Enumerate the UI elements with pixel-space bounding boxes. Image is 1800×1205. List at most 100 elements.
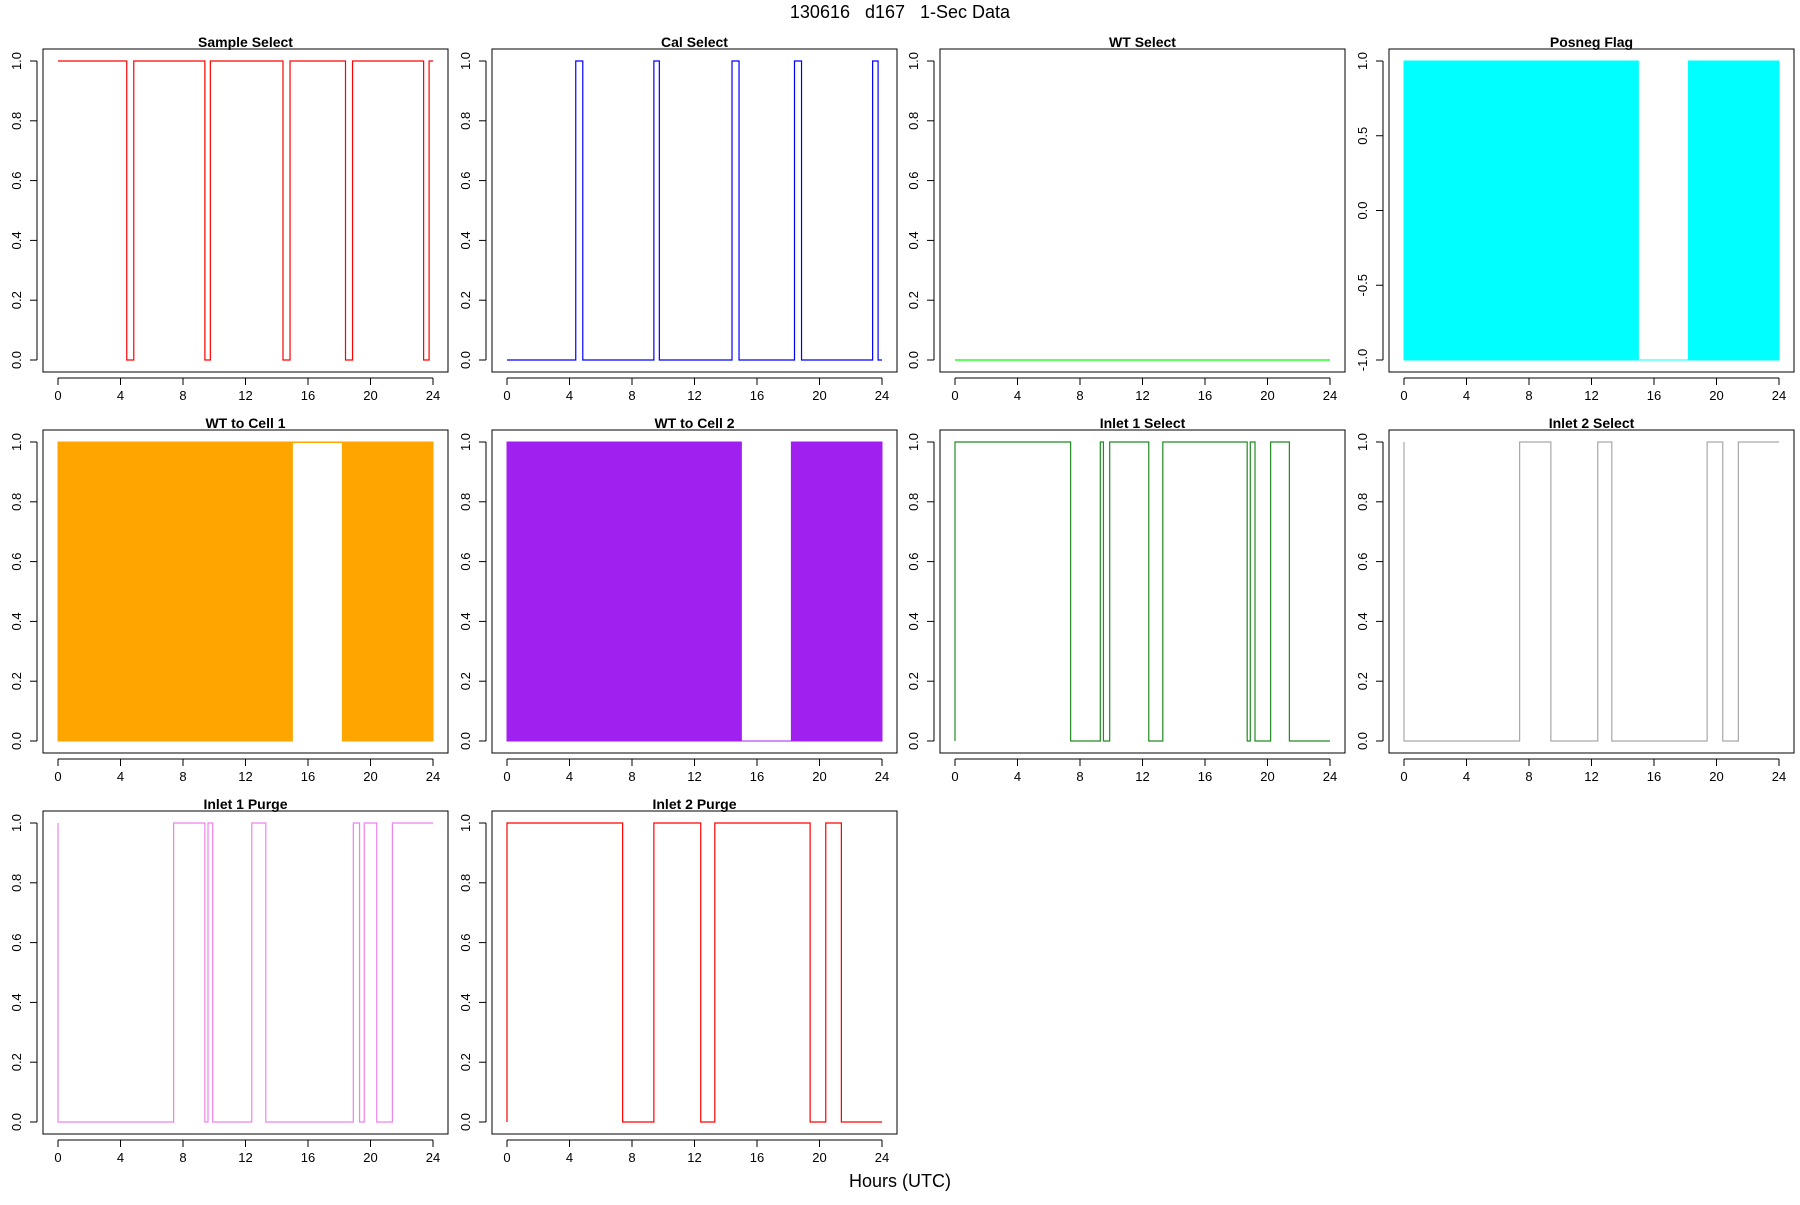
panel-5-gap-1 (292, 443, 342, 742)
panel-3-x-tick-label: 4 (1014, 388, 1021, 403)
panel-9-y-tick-label: 1.0 (9, 814, 24, 832)
panel-10-x-tick-label: 20 (812, 1150, 826, 1165)
panel-10-x-tick-label: 8 (628, 1150, 635, 1165)
panel-8-x-tick-label: 4 (1463, 769, 1470, 784)
panel-8-frame (1388, 429, 1795, 754)
panel-2-x-tick-label: 24 (875, 388, 889, 403)
panel-9-x-tick-label: 4 (117, 1150, 124, 1165)
panel-10-x-tick-label: 24 (875, 1150, 889, 1165)
panel-8-y-tick-label: 1.0 (1355, 433, 1370, 451)
panel-5-y-tick-label: 0.6 (9, 553, 24, 571)
panel-3-x-tick-label: 16 (1198, 388, 1212, 403)
panel-6-y-tick-label: 0.2 (458, 672, 473, 690)
panel-3-y-tick-label: 1.0 (906, 52, 921, 70)
panel-4-y-tick-label: -0.5 (1355, 274, 1370, 296)
panel-1-x-tick-label: 8 (179, 388, 186, 403)
panel-7-y-tick-label: 0.8 (906, 493, 921, 511)
panel-6-y-tick-label: 0.0 (458, 732, 473, 750)
panel-10-x-tick-label: 4 (566, 1150, 573, 1165)
panel-9-y-tick-label: 0.8 (9, 874, 24, 892)
panel-9-x-tick-label: 24 (426, 1150, 440, 1165)
panel-9-y-tick-label: 0.0 (9, 1113, 24, 1131)
panel-3-x-tick-label: 12 (1135, 388, 1149, 403)
panel-7-frame (939, 429, 1346, 754)
panel-4-x-tick-label: 0 (1400, 388, 1407, 403)
panel-8-title: Inlet 2 Select (1549, 415, 1635, 431)
panel-5-y-tick-label: 0.8 (9, 493, 24, 511)
panel-1-frame (42, 48, 449, 373)
panel-1-x-tick-label: 16 (301, 388, 315, 403)
panel-10-y-tick-label: 0.6 (458, 934, 473, 952)
panel-2-x-tick-label: 16 (750, 388, 764, 403)
panel-2-y-tick-label: 1.0 (458, 52, 473, 70)
panel-4-y-tick-label: -1.0 (1355, 349, 1370, 371)
panel-8-x-tick-label: 20 (1709, 769, 1723, 784)
panel-10-y-tick-label: 0.8 (458, 874, 473, 892)
panel-5-y-tick-label: 0.2 (9, 672, 24, 690)
panel-1-y-tick-label: 1.0 (9, 52, 24, 70)
panel-3-y-tick-label: 0.2 (906, 291, 921, 309)
panel-8-y-tick-label: 0.2 (1355, 672, 1370, 690)
panel-9-x-tick-label: 8 (179, 1150, 186, 1165)
panel-7-y-tick-label: 0.4 (906, 612, 921, 630)
panel-2-y-tick-label: 0.8 (458, 112, 473, 130)
panel-6-x-tick-label: 12 (687, 769, 701, 784)
panel-1-x-tick-label: 20 (363, 388, 377, 403)
panel-6-x-tick-label: 20 (812, 769, 826, 784)
panel-6-y-tick-label: 0.4 (458, 612, 473, 630)
figure-title: 130616 d167 1-Sec Data (789, 2, 1011, 22)
panel-1-y-tick-label: 0.2 (9, 291, 24, 309)
panel-7-x-tick-label: 8 (1076, 769, 1083, 784)
panel-3-x-tick-label: 0 (951, 388, 958, 403)
panel-4-y-tick-label: 1.0 (1355, 52, 1370, 70)
panel-1-x-tick-label: 0 (54, 388, 61, 403)
panel-5-y-tick-label: 1.0 (9, 433, 24, 451)
panel-9: Inlet 1 Purge 0 4 8 12 16 20 24 0.0 0.2 0.4 0.6 0.8 1… (9, 796, 449, 1165)
panel-10-title: Inlet 2 Purge (652, 796, 736, 812)
panel-6: WT to Cell 2 0 4 8 12 16 20 24 0.0 0.2 0.4 0.6 0.8 1.… (458, 415, 898, 784)
panel-1-y-tick-label: 0.0 (9, 351, 24, 369)
panel-4-x-tick-label: 4 (1463, 388, 1470, 403)
panel-4-x-tick-label: 24 (1772, 388, 1786, 403)
panel-8-x-tick-label: 16 (1647, 769, 1661, 784)
panel-8-y-tick-label: 0.6 (1355, 553, 1370, 571)
panel-5-y-tick-label: 0.4 (9, 612, 24, 630)
panel-2-title: Cal Select (661, 34, 728, 50)
panel-9-y-tick-label: 0.6 (9, 934, 24, 952)
panel-10-y-tick-label: 0.2 (458, 1053, 473, 1071)
panel-5-series-area (57, 441, 434, 742)
panel-6-series-area (506, 441, 883, 742)
panel-8-y-tick-label: 0.8 (1355, 493, 1370, 511)
panel-8-x-tick-label: 0 (1400, 769, 1407, 784)
panel-5-title: WT to Cell 1 (205, 415, 285, 431)
panel-8-y-tick-label: 0.4 (1355, 612, 1370, 630)
panel-10-series-line (506, 822, 882, 1123)
panel-3-x-tick-label: 8 (1076, 388, 1083, 403)
panel-8-y-tick-label: 0.0 (1355, 732, 1370, 750)
panel-5-x-tick-label: 24 (426, 769, 440, 784)
panel-6-x-tick-label: 8 (628, 769, 635, 784)
panel-3-title: WT Select (1109, 34, 1176, 50)
panel-2-x-tick-label: 4 (566, 388, 573, 403)
panel-7-x-tick-label: 16 (1198, 769, 1212, 784)
panel-7-x-tick-label: 24 (1323, 769, 1337, 784)
panel-7-y-tick-label: 0.0 (906, 732, 921, 750)
panel-7-title: Inlet 1 Select (1100, 415, 1186, 431)
panel-6-y-tick-label: 0.8 (458, 493, 473, 511)
panel-10-y-tick-label: 0.4 (458, 993, 473, 1011)
panel-7-x-tick-label: 0 (951, 769, 958, 784)
figure-x-axis-label: Hours (UTC) (849, 1171, 951, 1191)
panel-5-x-tick-label: 8 (179, 769, 186, 784)
panel-9-series-line (57, 822, 433, 1123)
panel-2-frame (491, 48, 898, 373)
panel-9-y-tick-label: 0.4 (9, 993, 24, 1011)
panel-3-y-tick-label: 0.4 (906, 231, 921, 249)
panel-6-x-tick-label: 0 (503, 769, 510, 784)
panel-8: Inlet 2 Select 0 4 8 12 16 20 24 0.0 0.2 0.4 0.6 0.8… (1355, 415, 1795, 784)
panel-2-y-tick-label: 0.0 (458, 351, 473, 369)
panel-4-series-area (1403, 60, 1780, 361)
panel-7-x-tick-label: 4 (1014, 769, 1021, 784)
panel-9-x-tick-label: 16 (301, 1150, 315, 1165)
